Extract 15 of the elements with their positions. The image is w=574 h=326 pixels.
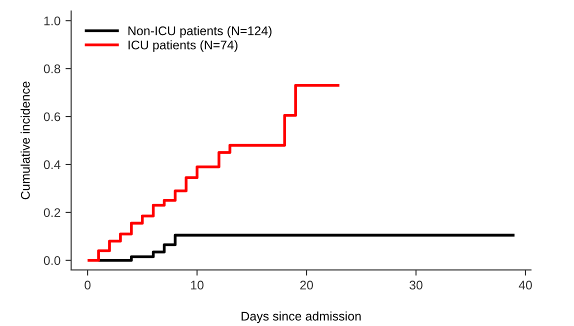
legend-label: ICU patients (N=74) (128, 40, 238, 52)
x-tick-label: 40 (518, 280, 532, 290)
x-tick-label: 30 (410, 280, 422, 290)
y-tick-label: 0.0 (44, 256, 60, 265)
y-axis-title: Cumulative incidence (20, 82, 30, 200)
x-tick-label: 0 (84, 280, 91, 290)
y-tick-label: 0.8 (44, 64, 60, 74)
x-tick-label: 20 (300, 280, 313, 290)
x-axis-title: Days since admission (242, 311, 361, 324)
legend-label: Non-ICU patients (N=124) (128, 26, 272, 38)
y-tick-label: 0.4 (44, 160, 60, 170)
y-tick-label: 0.2 (44, 208, 60, 218)
y-tick-label: 1.0 (44, 16, 60, 26)
y-tick-label: 0.6 (44, 112, 60, 122)
x-tick-label: 10 (191, 280, 204, 290)
